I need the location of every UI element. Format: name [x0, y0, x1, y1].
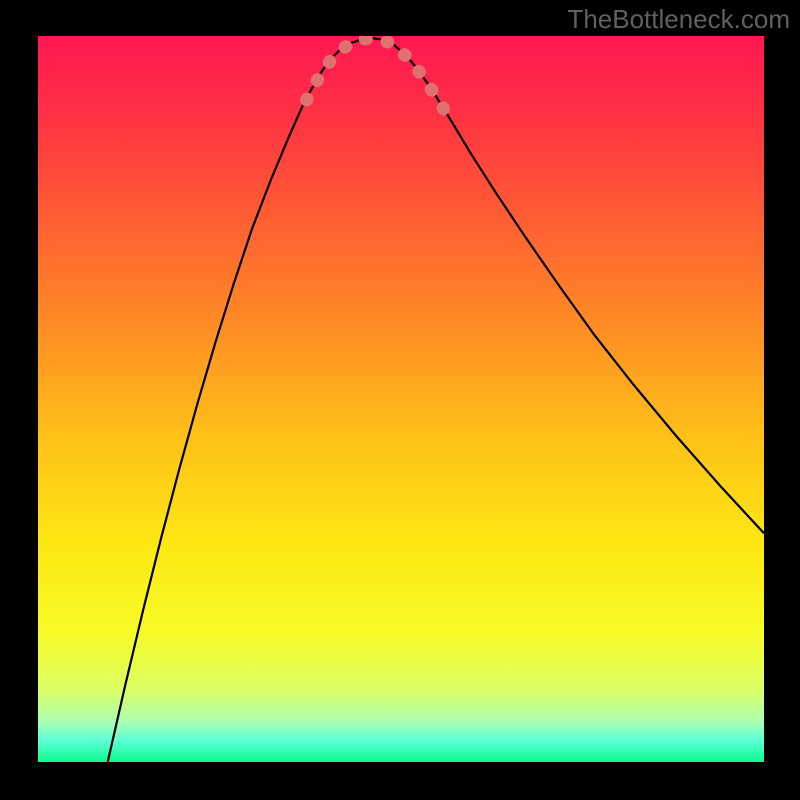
chart-svg — [38, 36, 764, 762]
watermark-text: TheBottleneck.com — [567, 4, 790, 35]
plot-area — [38, 36, 764, 762]
